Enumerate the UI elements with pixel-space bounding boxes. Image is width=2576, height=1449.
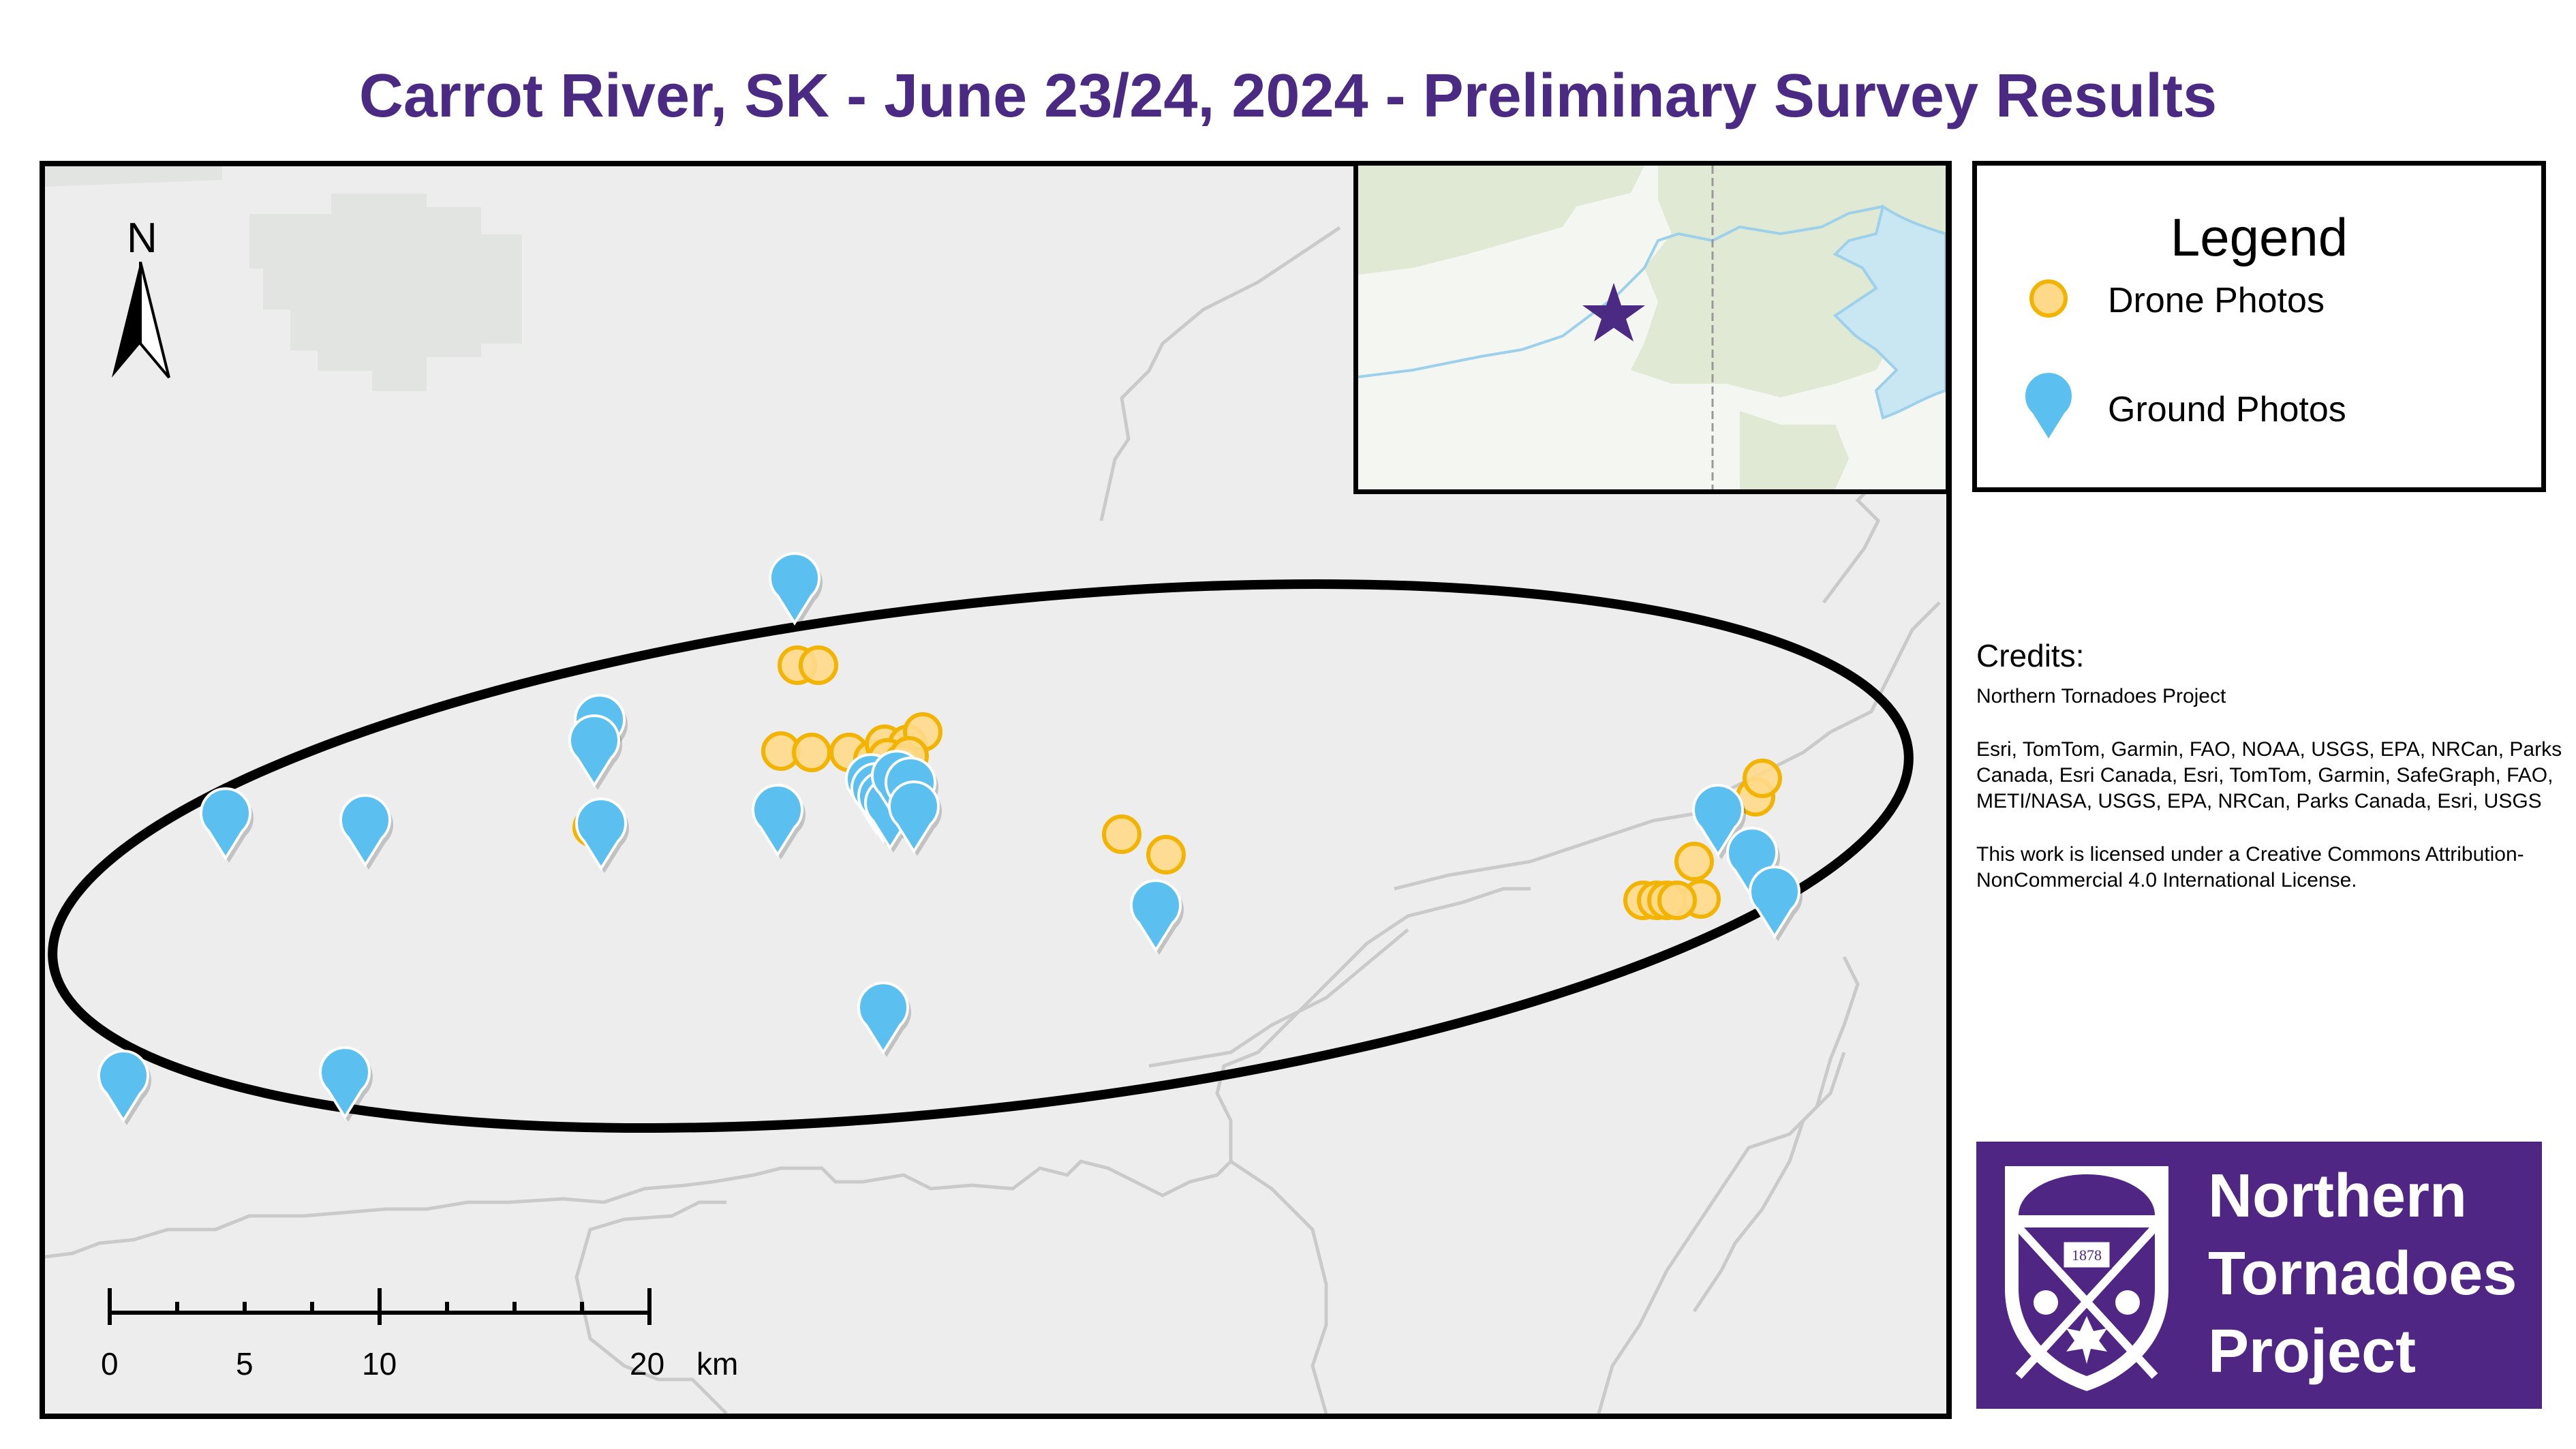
ground-photo-marker[interactable] xyxy=(1130,879,1184,955)
scale-bar-graphic xyxy=(108,1288,651,1325)
ground-photo-marker[interactable] xyxy=(857,981,912,1057)
logo-line-1: Northern xyxy=(2208,1162,2467,1230)
scale-label-10: 10 xyxy=(362,1346,397,1382)
university-crest-icon: 1878 xyxy=(2005,1166,2168,1391)
scale-label-5: 5 xyxy=(236,1346,254,1382)
ground-photo-marker[interactable] xyxy=(1749,866,1803,941)
legend-label-drone: Drone Photos xyxy=(2108,281,2325,320)
inset-map-canvas xyxy=(1358,166,1946,489)
crest-year: 1878 xyxy=(2072,1247,2102,1264)
credits-title: Credits: xyxy=(1976,638,2085,673)
ground-photo-marker[interactable] xyxy=(888,780,942,856)
north-arrow: N xyxy=(99,214,181,379)
drone-photo-marker[interactable] xyxy=(1674,842,1714,881)
legend-label-ground: Ground Photos xyxy=(2108,390,2346,429)
credits-line-sources: Esri, TomTom, Garmin, FAO, NOAA, USGS, E… xyxy=(1976,738,2562,812)
ground-photo-pin-icon xyxy=(2023,370,2074,444)
ground-photo-marker[interactable] xyxy=(1726,827,1780,902)
drone-photo-marker[interactable] xyxy=(1743,759,1782,798)
ground-photo-marker[interactable] xyxy=(1692,784,1746,859)
survey-area-ellipse xyxy=(48,579,1914,1133)
drone-photo-marker[interactable] xyxy=(1102,814,1141,854)
credits-line-license: This work is licensed under a Creative C… xyxy=(1976,843,2524,891)
legend-title: Legend xyxy=(2170,207,2348,267)
logo-line-3: Project xyxy=(2208,1317,2417,1386)
scale-bar: 0 5 10 20 km xyxy=(101,1277,738,1386)
ground-photo-marker[interactable] xyxy=(752,784,806,859)
location-star-icon xyxy=(1582,283,1645,341)
ground-photo-marker[interactable] xyxy=(97,1050,151,1125)
land-patches xyxy=(45,166,522,391)
ground-photo-marker[interactable] xyxy=(769,552,823,628)
scale-label-0: 0 xyxy=(101,1346,119,1382)
ground-photo-marker[interactable] xyxy=(339,794,393,870)
logo-line-2: Tornadoes xyxy=(2208,1240,2517,1308)
drone-photo-marker[interactable] xyxy=(799,645,838,685)
scale-unit: km xyxy=(696,1346,739,1382)
drone-photo-layer xyxy=(572,645,1782,920)
scale-label-20: 20 xyxy=(630,1346,665,1382)
roads xyxy=(45,226,1941,1414)
drone-photo-marker[interactable] xyxy=(1146,835,1186,874)
inset-map[interactable] xyxy=(1353,161,1950,494)
drone-photo-circle-icon xyxy=(2029,279,2068,318)
north-label: N xyxy=(127,215,157,262)
ground-photo-marker[interactable] xyxy=(200,787,254,863)
inset-lake xyxy=(1833,204,1946,420)
legend-panel: Legend Drone Photos Ground Photos xyxy=(1972,161,2546,492)
map-title: Carrot River, SK - June 23/24, 2024 - Pr… xyxy=(358,62,2218,130)
ground-photo-marker[interactable] xyxy=(319,1046,373,1122)
credits-block: Credits: Northern Tornadoes Project Esri… xyxy=(1976,637,2562,921)
map-canvas xyxy=(45,166,1941,1414)
credits-line-org: Northern Tornadoes Project xyxy=(1976,685,2226,707)
ntp-logo: 1878 Northern Tornadoes Project xyxy=(1976,1142,2542,1409)
inset-river xyxy=(1358,205,1884,378)
inset-location-marker xyxy=(1582,283,1645,341)
north-arrow-icon xyxy=(112,262,170,379)
ground-photo-marker[interactable] xyxy=(568,714,622,790)
drone-photo-marker[interactable] xyxy=(792,733,831,772)
ground-photo-layer xyxy=(97,552,1803,1125)
ground-photo-marker[interactable] xyxy=(575,797,629,873)
drone-photo-marker[interactable] xyxy=(1657,881,1697,920)
